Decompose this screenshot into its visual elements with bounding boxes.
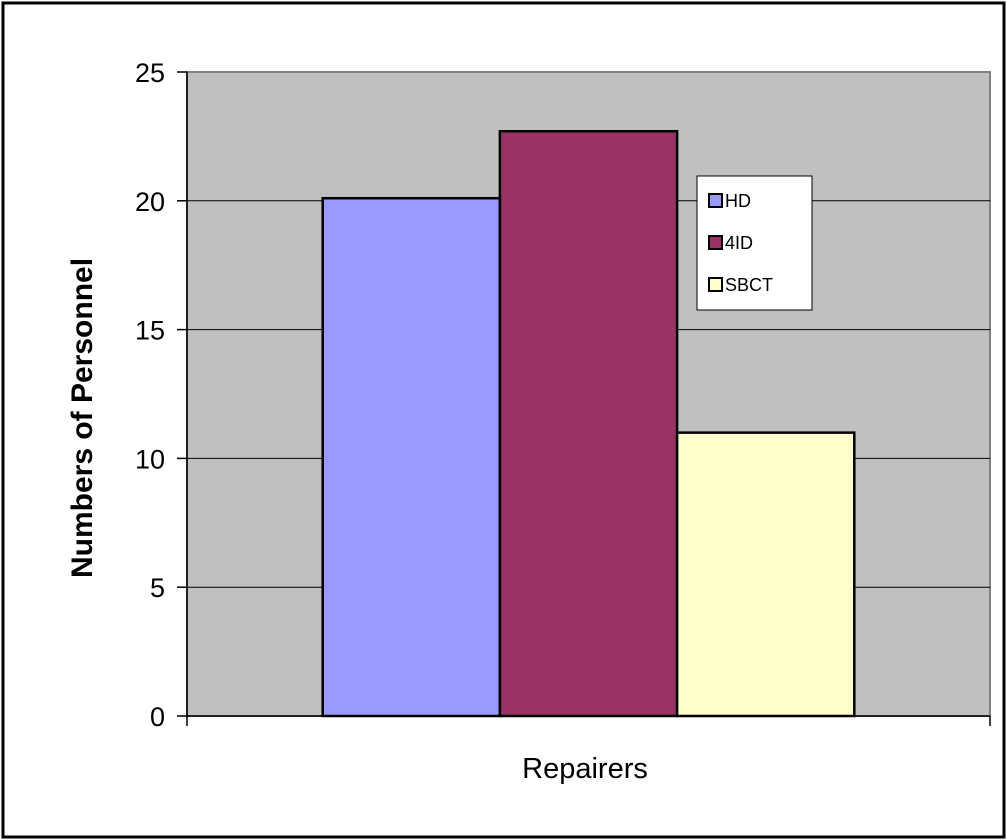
axes: 0 5 10 15 20 25 — [135, 58, 991, 732]
y-tick-label: 25 — [135, 58, 165, 88]
y-tick-label: 15 — [135, 316, 165, 346]
legend: HD 4ID SBCT — [696, 175, 813, 311]
legend-label-hd: HD — [725, 191, 751, 211]
legend-swatch-4id — [708, 235, 723, 250]
y-axis-label: Numbers of Personnel — [66, 258, 99, 578]
y-tick-label: 20 — [135, 187, 165, 217]
x-axis-label: Repairers — [522, 753, 648, 785]
legend-label-sbct: SBCT — [725, 275, 773, 295]
bar-hd — [321, 196, 502, 718]
bars — [321, 129, 856, 718]
y-tick-label: 10 — [135, 444, 165, 474]
y-tick-label: 5 — [150, 573, 165, 603]
bar-4id — [498, 129, 679, 718]
y-tick-label: 0 — [150, 702, 165, 732]
legend-swatch-hd — [708, 193, 723, 208]
bar-sbct — [675, 431, 856, 718]
legend-swatch-sbct — [708, 277, 723, 292]
legend-label-4id: 4ID — [725, 233, 753, 253]
